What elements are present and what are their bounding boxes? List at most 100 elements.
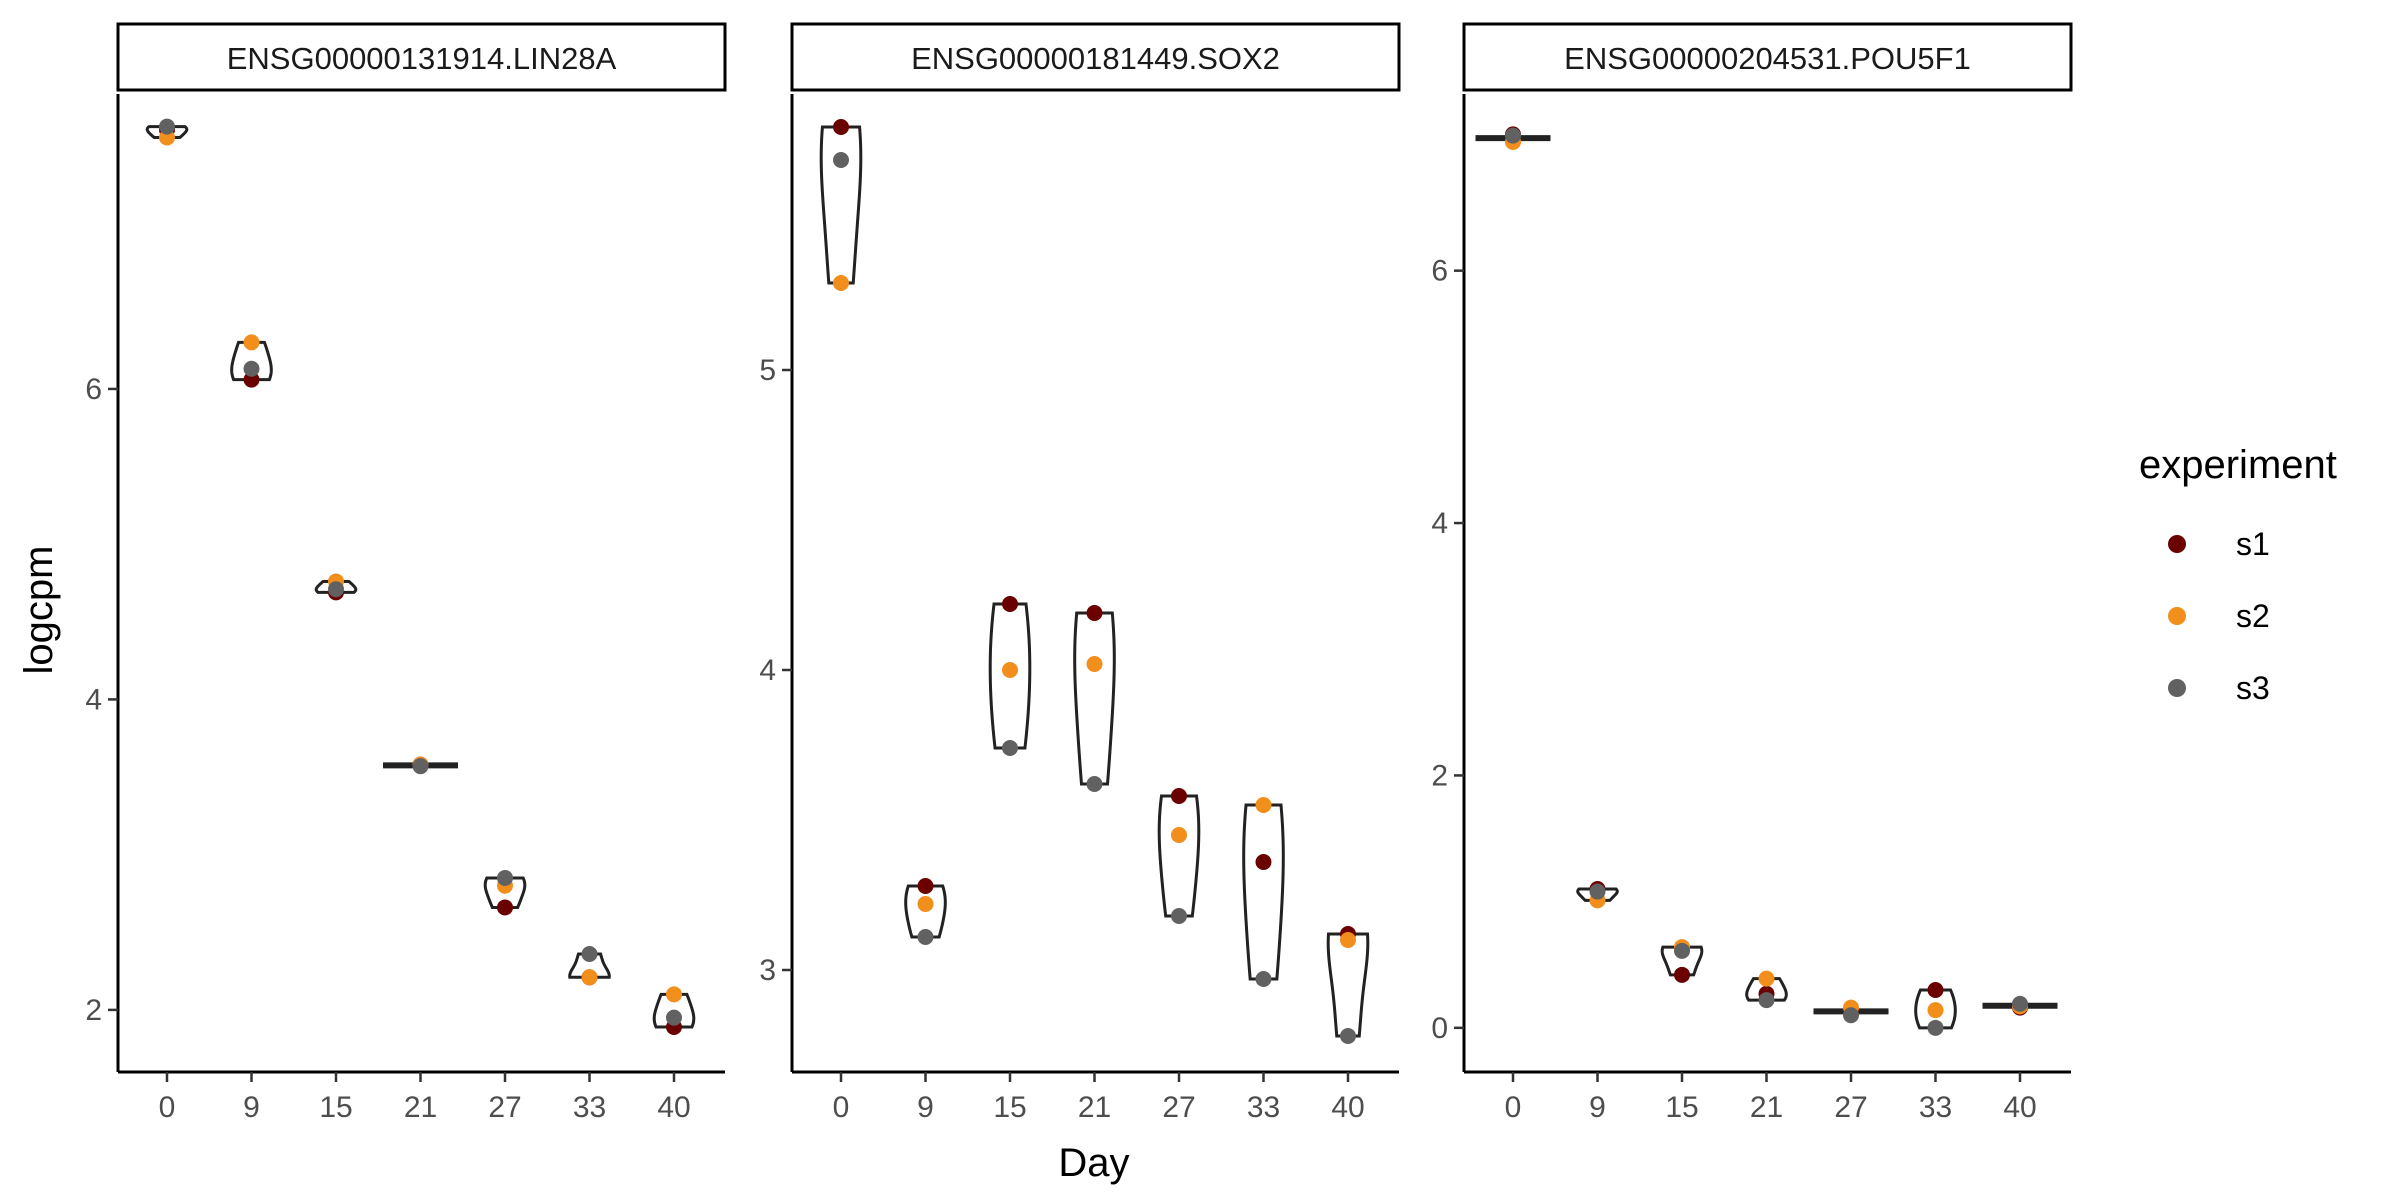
y-tick-label: 3 — [759, 954, 776, 987]
x-tick-label: 40 — [657, 1091, 690, 1124]
violin-day-15 — [988, 602, 1032, 750]
x-tick-label: 40 — [2003, 1091, 2036, 1124]
legend-entry-s1: s1 — [2168, 526, 2270, 562]
x-tick-label: 0 — [833, 1091, 850, 1124]
violin-day-21 — [383, 762, 458, 769]
violin-day-0 — [145, 125, 189, 139]
legend-entry-s3: s3 — [2168, 670, 2270, 706]
violin-day-40 — [1982, 1002, 2058, 1009]
violin-day-33 — [1242, 803, 1285, 981]
legend-label: s3 — [2236, 670, 2270, 706]
point-s1-day-21 — [1086, 605, 1103, 621]
point-s2-day-33 — [1927, 1002, 1944, 1019]
point-s1-day-33 — [1255, 854, 1272, 870]
point-s3-day-27 — [497, 869, 513, 886]
point-s3-day-9 — [1589, 883, 1606, 900]
violin-day-9 — [230, 340, 273, 382]
point-s2-day-9 — [243, 334, 260, 351]
x-axis-title: Day — [1058, 1141, 1129, 1185]
point-s1-day-27 — [497, 899, 513, 916]
x-tick-label: 21 — [1750, 1091, 1783, 1124]
y-tick-label: 4 — [1431, 507, 1448, 540]
y-tick-label: 0 — [1431, 1012, 1448, 1045]
x-tick-label: 9 — [917, 1091, 934, 1124]
legend-title: experiment — [2139, 443, 2337, 487]
x-tick-label: 33 — [573, 1091, 606, 1124]
point-s3-day-21 — [1086, 776, 1103, 792]
violin-day-21 — [1745, 977, 1788, 1002]
point-s3-day-33 — [1255, 971, 1272, 987]
violin-day-27 — [483, 876, 527, 909]
y-tick-label: 6 — [85, 373, 102, 406]
x-tick-label: 27 — [1162, 1091, 1195, 1124]
legend-entry-s2: s2 — [2168, 598, 2270, 634]
point-s1-day-33 — [1927, 981, 1944, 998]
point-s1-day-15 — [1002, 596, 1018, 612]
point-s2-day-21 — [1086, 656, 1103, 672]
x-tick-label: 15 — [993, 1091, 1026, 1124]
y-tick-label: 6 — [1431, 255, 1448, 288]
point-s3-day-0 — [833, 152, 849, 168]
facet-title: ENSG00000181449.SOX2 — [911, 41, 1280, 76]
x-tick-label: 40 — [1331, 1091, 1364, 1124]
violin-day-21 — [1073, 611, 1116, 786]
point-s1-day-27 — [1171, 788, 1187, 804]
facet-strip — [790, 22, 1401, 92]
legend-key — [2168, 535, 2186, 553]
y-tick-label: 5 — [759, 354, 776, 387]
y-tick-label: 4 — [759, 654, 776, 687]
point-s3-day-9 — [243, 360, 260, 377]
point-s3-day-40 — [1340, 1028, 1356, 1044]
point-s2-day-15 — [1002, 662, 1018, 678]
point-s2-day-40 — [666, 986, 682, 1003]
x-tick-label: 21 — [1078, 1091, 1111, 1124]
point-s1-day-0 — [833, 119, 849, 135]
point-s2-day-33 — [1255, 797, 1272, 813]
y-tick-label: 2 — [1431, 759, 1448, 792]
point-s3-day-27 — [1171, 908, 1187, 924]
point-s2-day-27 — [1171, 827, 1187, 843]
x-tick-label: 27 — [1834, 1091, 1867, 1124]
point-s3-day-15 — [1674, 942, 1690, 959]
point-s2-day-9 — [917, 896, 934, 912]
x-tick-label: 0 — [159, 1091, 176, 1124]
violin-day-15 — [314, 579, 358, 594]
legend-label: s2 — [2236, 598, 2270, 634]
x-tick-label: 15 — [1665, 1091, 1698, 1124]
point-s3-day-33 — [581, 946, 598, 963]
x-tick-label: 15 — [319, 1091, 352, 1124]
legend: experiment s1 s2 s3 — [2139, 443, 2337, 706]
violin-day-40 — [652, 992, 696, 1029]
violin-day-15 — [1660, 945, 1704, 977]
point-s3-day-9 — [917, 929, 934, 945]
point-s2-day-33 — [581, 969, 598, 986]
panel-3: ENSG00000204531.POU5F1 0 2 4 6 0 9 15 21 27 33 40 — [1431, 22, 2073, 1124]
x-tick-label: 9 — [1589, 1091, 1606, 1124]
x-tick-label: 9 — [243, 1091, 260, 1124]
point-s3-day-15 — [328, 581, 344, 598]
violin-day-9 — [904, 884, 947, 939]
legend-key — [2168, 679, 2186, 697]
violin-day-27 — [1157, 794, 1201, 918]
point-s1-day-15 — [1674, 966, 1690, 983]
point-s3-day-21 — [412, 758, 429, 775]
facet-title: ENSG00000204531.POU5F1 — [1564, 41, 1971, 76]
x-tick-label: 33 — [1919, 1091, 1952, 1124]
facet-strip — [116, 22, 727, 92]
point-s2-day-40 — [1340, 932, 1356, 948]
violin-day-40 — [1326, 932, 1370, 1038]
legend-entries: s1 s2 s3 — [2168, 526, 2270, 706]
point-s2-day-21 — [1758, 970, 1775, 987]
point-s3-day-0 — [1505, 127, 1521, 144]
point-s2-day-0 — [833, 275, 849, 291]
point-s3-day-0 — [159, 118, 175, 135]
facet-strip — [1462, 22, 2073, 92]
y-tick-label: 4 — [85, 683, 102, 716]
y-tick-label: 2 — [85, 994, 102, 1027]
violin-day-33 — [568, 952, 611, 979]
panel-2: ENSG00000181449.SOX2 3 4 5 0 9 15 21 27 33 40 — [759, 22, 1401, 1124]
facet-title: ENSG00000131914.LIN28A — [227, 41, 617, 76]
violin-day-9 — [1576, 887, 1619, 902]
